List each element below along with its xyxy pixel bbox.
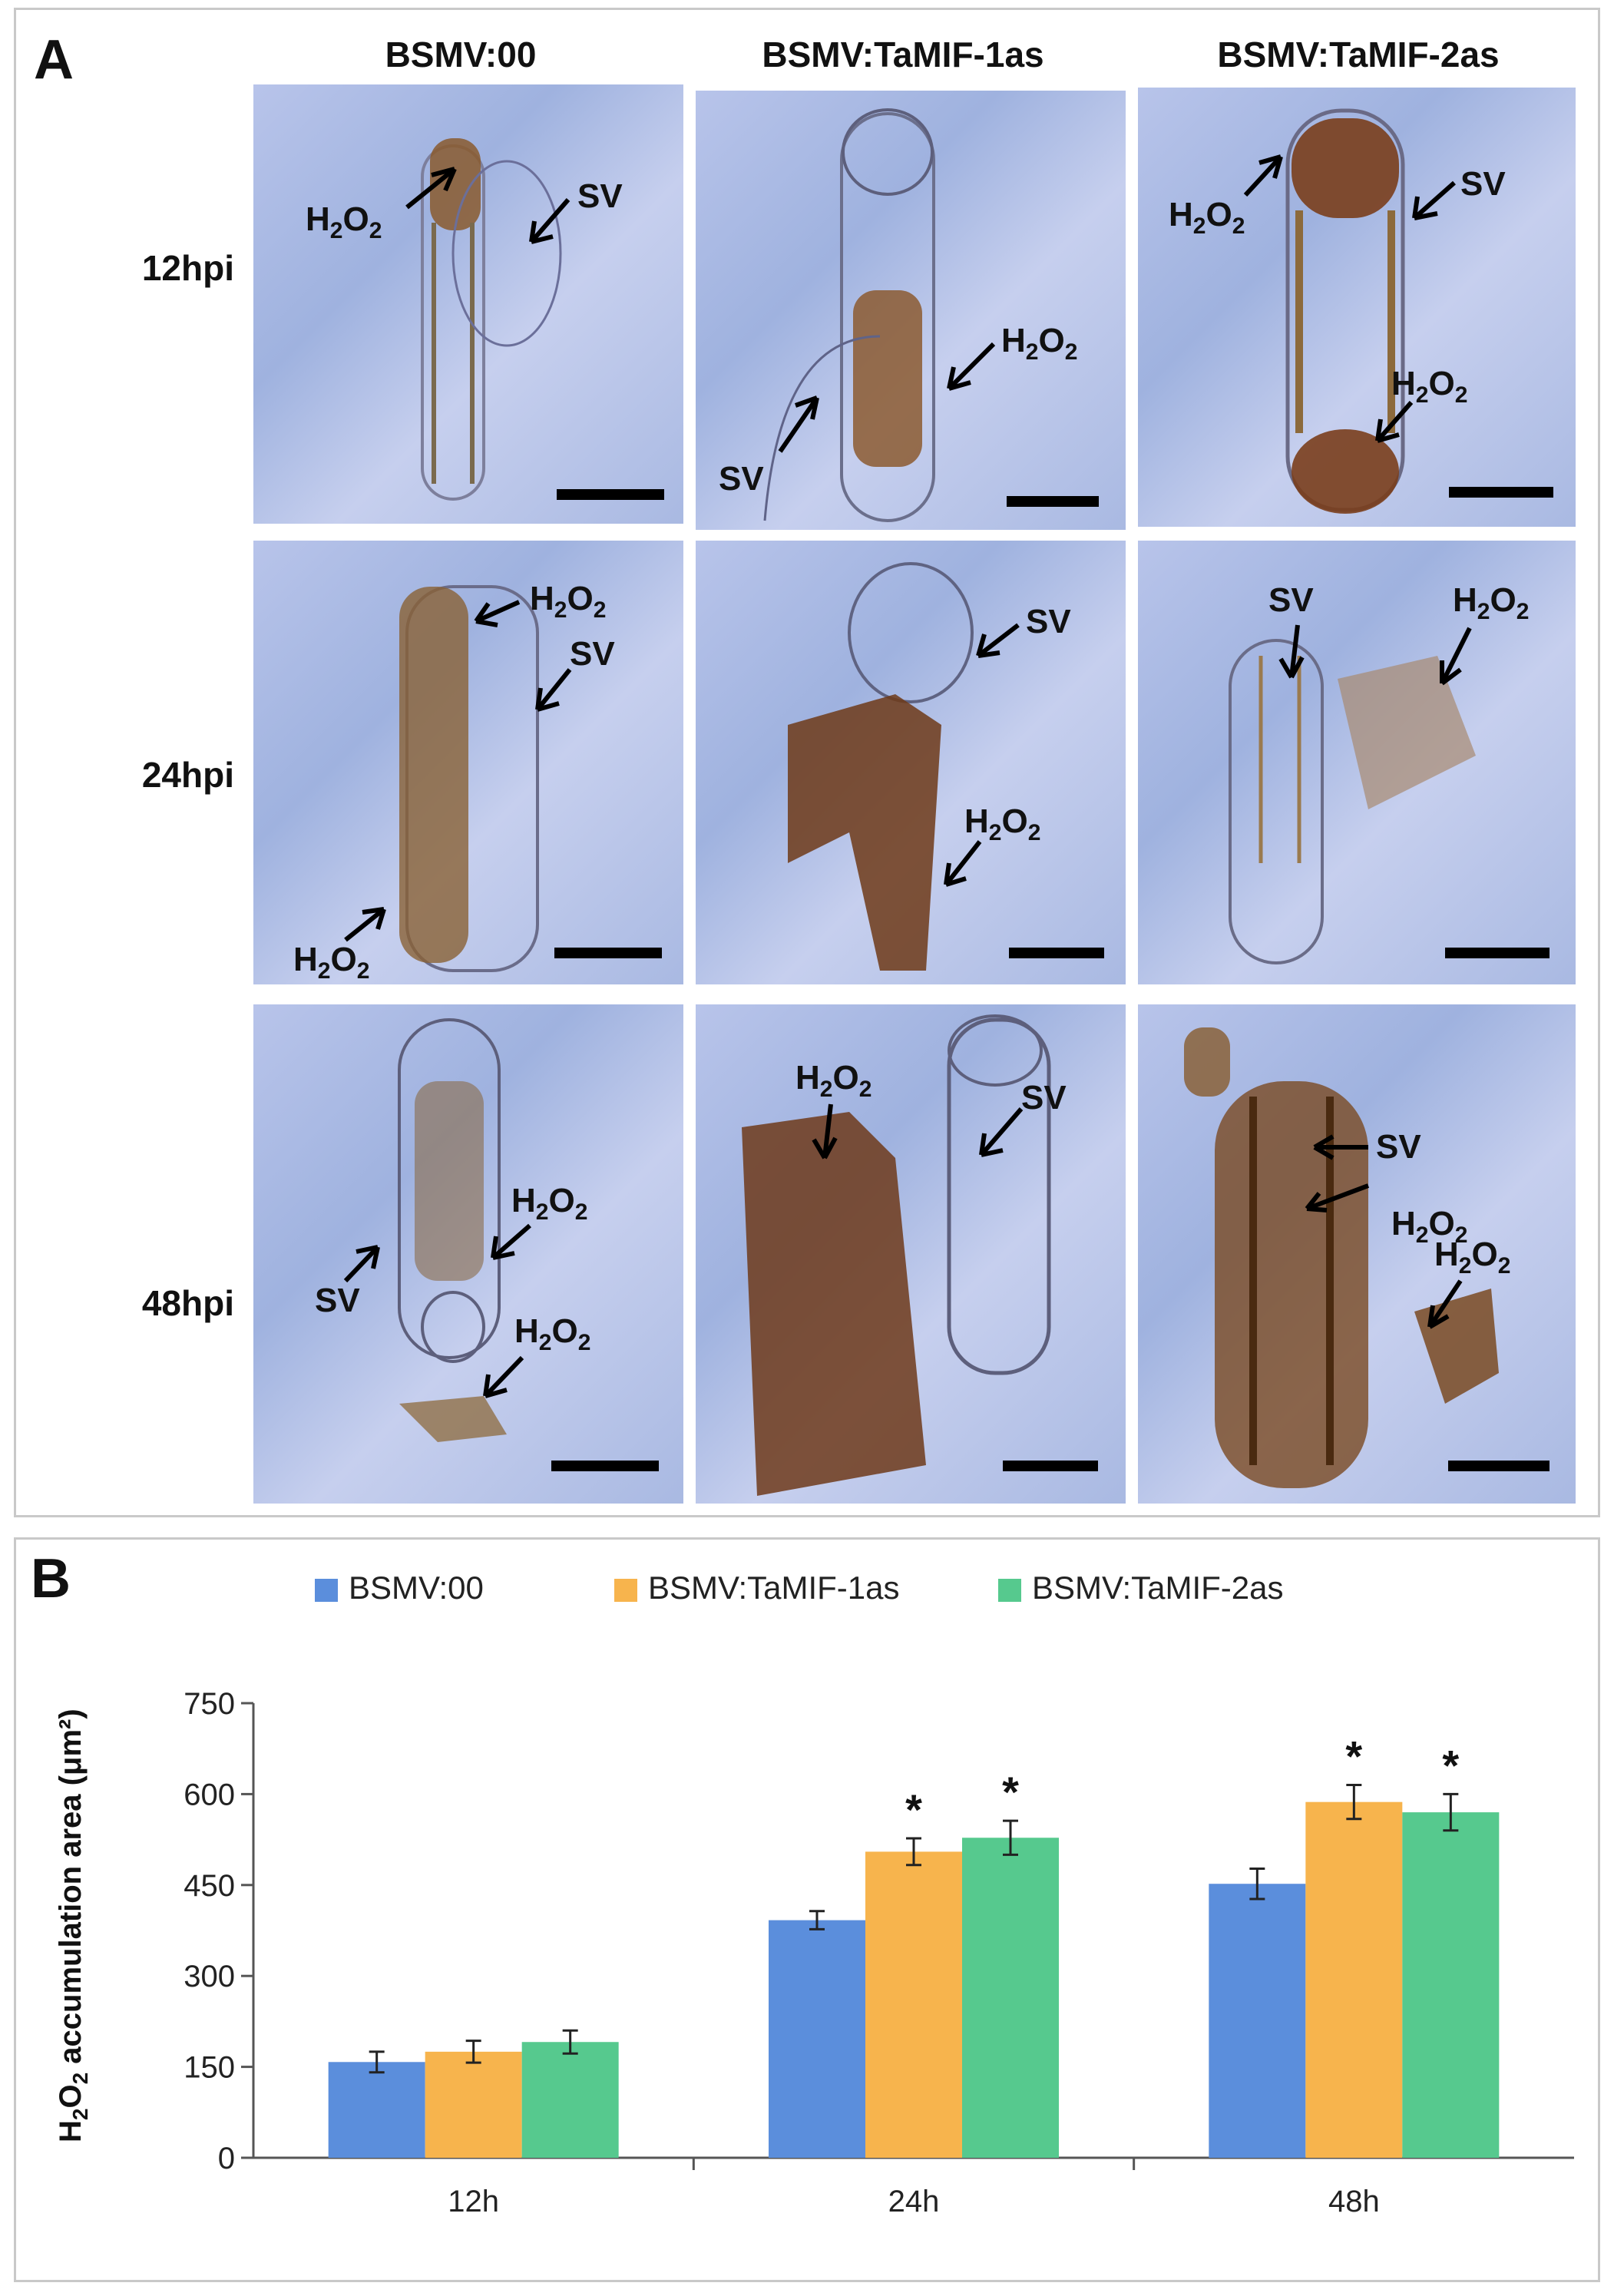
scale-bar bbox=[551, 1461, 659, 1471]
x-tick-label: 48h bbox=[1328, 2185, 1380, 2218]
column-header-tamif1as: BSMV:TaMIF-1as bbox=[762, 35, 1044, 74]
bar bbox=[1305, 1801, 1403, 2158]
bar bbox=[425, 2051, 522, 2158]
scale-bar bbox=[1009, 948, 1104, 958]
micrograph-drawing: SV H2O2 bbox=[1229, 581, 1529, 964]
micrograph-tamif1as-24hpi: SV H2O2 bbox=[696, 541, 1126, 984]
scale-bar bbox=[1449, 487, 1553, 498]
y-tick-label: 750 bbox=[184, 1687, 235, 1721]
micrograph-drawing: H2O2 SV bbox=[719, 108, 1077, 522]
h2o2-label: H2O2 bbox=[964, 802, 1040, 845]
sv-label: SV bbox=[577, 177, 623, 215]
bar bbox=[769, 1920, 865, 2158]
h2o2-label: H2O2 bbox=[514, 1312, 590, 1355]
micrograph-drawing: H2O2 SV bbox=[742, 1014, 1067, 1496]
significance-star: * bbox=[1442, 1741, 1459, 1789]
bar bbox=[865, 1851, 962, 2158]
legend-label: BSMV:00 bbox=[349, 1570, 484, 1606]
h2o2-label: H2O2 bbox=[795, 1059, 871, 1102]
micrograph-tamif1as-12hpi: H2O2 SV bbox=[696, 91, 1126, 530]
scale-bar bbox=[1448, 1461, 1550, 1471]
y-tick-label: 600 bbox=[184, 1778, 235, 1811]
micrograph-drawing: SV H2O2 bbox=[788, 562, 1071, 971]
legend-swatch bbox=[614, 1579, 637, 1602]
arrow bbox=[405, 167, 456, 210]
arrow bbox=[529, 198, 571, 243]
scale-bar bbox=[557, 489, 664, 500]
row-header-24hpi: 24hpi bbox=[141, 755, 234, 795]
h2o2-label: H2O2 bbox=[1434, 1236, 1510, 1279]
sv-label: SV bbox=[1021, 1079, 1067, 1117]
micrograph-tamif2as-48hpi: SV H2O2 H2O2 bbox=[1138, 1004, 1576, 1504]
micrograph-tamif1as-48hpi: H2O2 SV bbox=[696, 1004, 1126, 1504]
column-header-tamif2as: BSMV:TaMIF-2as bbox=[1217, 35, 1500, 74]
bar bbox=[521, 2042, 619, 2158]
significance-star: * bbox=[1345, 1732, 1362, 1781]
y-tick-label: 150 bbox=[184, 2051, 235, 2085]
bar bbox=[962, 1838, 1059, 2158]
panel-a-letter: A bbox=[34, 29, 74, 91]
legend-label: BSMV:TaMIF-1as bbox=[648, 1570, 900, 1606]
sv-label: SV bbox=[570, 635, 615, 673]
legend-swatch bbox=[315, 1579, 338, 1602]
y-tick-label: 0 bbox=[218, 2142, 235, 2175]
scale-bar bbox=[1445, 948, 1550, 958]
y-tick-label: 450 bbox=[184, 1869, 235, 1903]
micrograph-drawing: H2O2 SV H2O2 bbox=[315, 1018, 590, 1442]
legend-swatch bbox=[998, 1579, 1021, 1602]
bar bbox=[328, 2062, 425, 2158]
x-tick-label: 12h bbox=[448, 2185, 499, 2218]
scale-bar bbox=[1007, 496, 1099, 507]
micrograph-drawing: H2O2 SV H2O2 bbox=[1169, 108, 1506, 514]
micrograph-drawing: SV H2O2 H2O2 bbox=[1184, 1027, 1510, 1488]
bar bbox=[1402, 1812, 1500, 2158]
scale-bar bbox=[1003, 1461, 1098, 1471]
sv-label: SV bbox=[1268, 581, 1314, 619]
row-header-12hpi: 12hpi bbox=[141, 248, 234, 288]
sv-label: SV bbox=[1376, 1128, 1421, 1166]
column-header-bsmv00: BSMV:00 bbox=[385, 35, 537, 74]
panel-b-letter: B bbox=[31, 1548, 71, 1610]
sv-label: SV bbox=[1460, 165, 1506, 203]
legend-label: BSMV:TaMIF-2as bbox=[1032, 1570, 1284, 1606]
bar bbox=[1209, 1884, 1306, 2158]
micrograph-bsmv00-24hpi: H2O2 SV H2O2 bbox=[253, 541, 683, 984]
micrograph-bsmv00-48hpi: H2O2 SV H2O2 bbox=[253, 1004, 683, 1504]
micrograph-tamif2as-24hpi: SV H2O2 bbox=[1138, 541, 1576, 984]
significance-star: * bbox=[1002, 1768, 1019, 1816]
micrograph-bsmv00-12hpi: H2O2 SV bbox=[253, 84, 683, 524]
y-tick-label: 300 bbox=[184, 1960, 235, 1993]
x-tick-label: 24h bbox=[888, 2185, 940, 2218]
micrograph-drawing: H2O2 SV bbox=[306, 138, 623, 501]
micrograph-tamif2as-12hpi: H2O2 SV H2O2 bbox=[1138, 88, 1576, 527]
sv-label: SV bbox=[1026, 603, 1071, 640]
row-header-48hpi: 48hpi bbox=[141, 1283, 234, 1323]
sv-label: SV bbox=[315, 1282, 360, 1319]
significance-star: * bbox=[905, 1785, 922, 1834]
micrograph-drawing: H2O2 SV H2O2 bbox=[293, 580, 615, 984]
sv-label: SV bbox=[719, 460, 764, 498]
scale-bar bbox=[554, 948, 662, 958]
